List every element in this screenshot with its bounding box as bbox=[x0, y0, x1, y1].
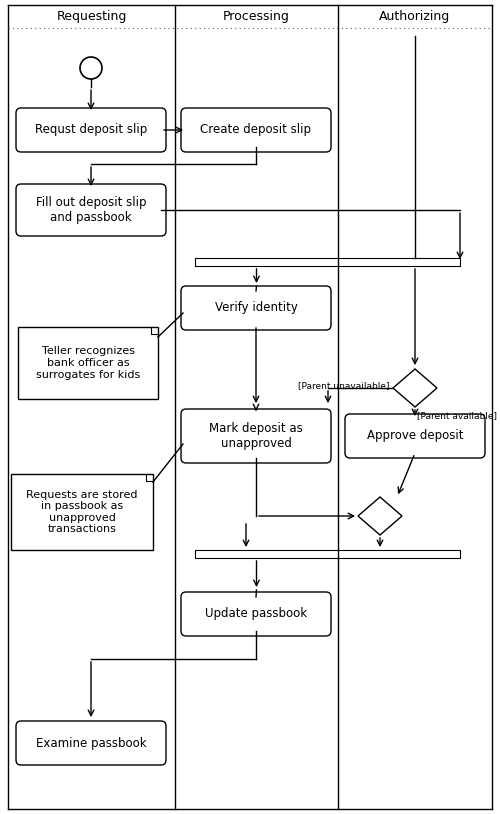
Text: Requests are stored
in passbook as
unapproved
transactions: Requests are stored in passbook as unapp… bbox=[26, 489, 138, 535]
Bar bbox=[195, 258, 460, 266]
Bar bbox=[18, 327, 158, 399]
FancyBboxPatch shape bbox=[16, 108, 166, 152]
Text: Teller recognizes
bank officer as
surrogates for kids: Teller recognizes bank officer as surrog… bbox=[36, 347, 140, 379]
Text: Requesting: Requesting bbox=[56, 10, 126, 23]
FancyBboxPatch shape bbox=[181, 108, 331, 152]
FancyBboxPatch shape bbox=[345, 414, 485, 458]
Polygon shape bbox=[393, 369, 437, 407]
Text: Processing: Processing bbox=[223, 10, 290, 23]
Text: [Parent available]: [Parent available] bbox=[417, 411, 497, 420]
Text: Create deposit slip: Create deposit slip bbox=[200, 124, 312, 137]
FancyBboxPatch shape bbox=[181, 286, 331, 330]
Text: Requst deposit slip: Requst deposit slip bbox=[35, 124, 147, 137]
Text: Mark deposit as
unapproved: Mark deposit as unapproved bbox=[209, 422, 303, 450]
FancyBboxPatch shape bbox=[16, 721, 166, 765]
Text: Fill out deposit slip
and passbook: Fill out deposit slip and passbook bbox=[36, 196, 146, 224]
Text: Authorizing: Authorizing bbox=[380, 10, 450, 23]
Text: Approve deposit: Approve deposit bbox=[367, 430, 463, 443]
FancyBboxPatch shape bbox=[181, 592, 331, 636]
Polygon shape bbox=[358, 497, 402, 535]
Text: Update passbook: Update passbook bbox=[205, 607, 307, 620]
FancyBboxPatch shape bbox=[181, 409, 331, 463]
Text: Verify identity: Verify identity bbox=[214, 301, 298, 314]
Bar bbox=[195, 550, 460, 558]
Text: [Parent unavailable]: [Parent unavailable] bbox=[298, 382, 389, 391]
Text: Examine passbook: Examine passbook bbox=[36, 737, 146, 750]
FancyBboxPatch shape bbox=[16, 184, 166, 236]
Bar bbox=[11, 474, 153, 550]
